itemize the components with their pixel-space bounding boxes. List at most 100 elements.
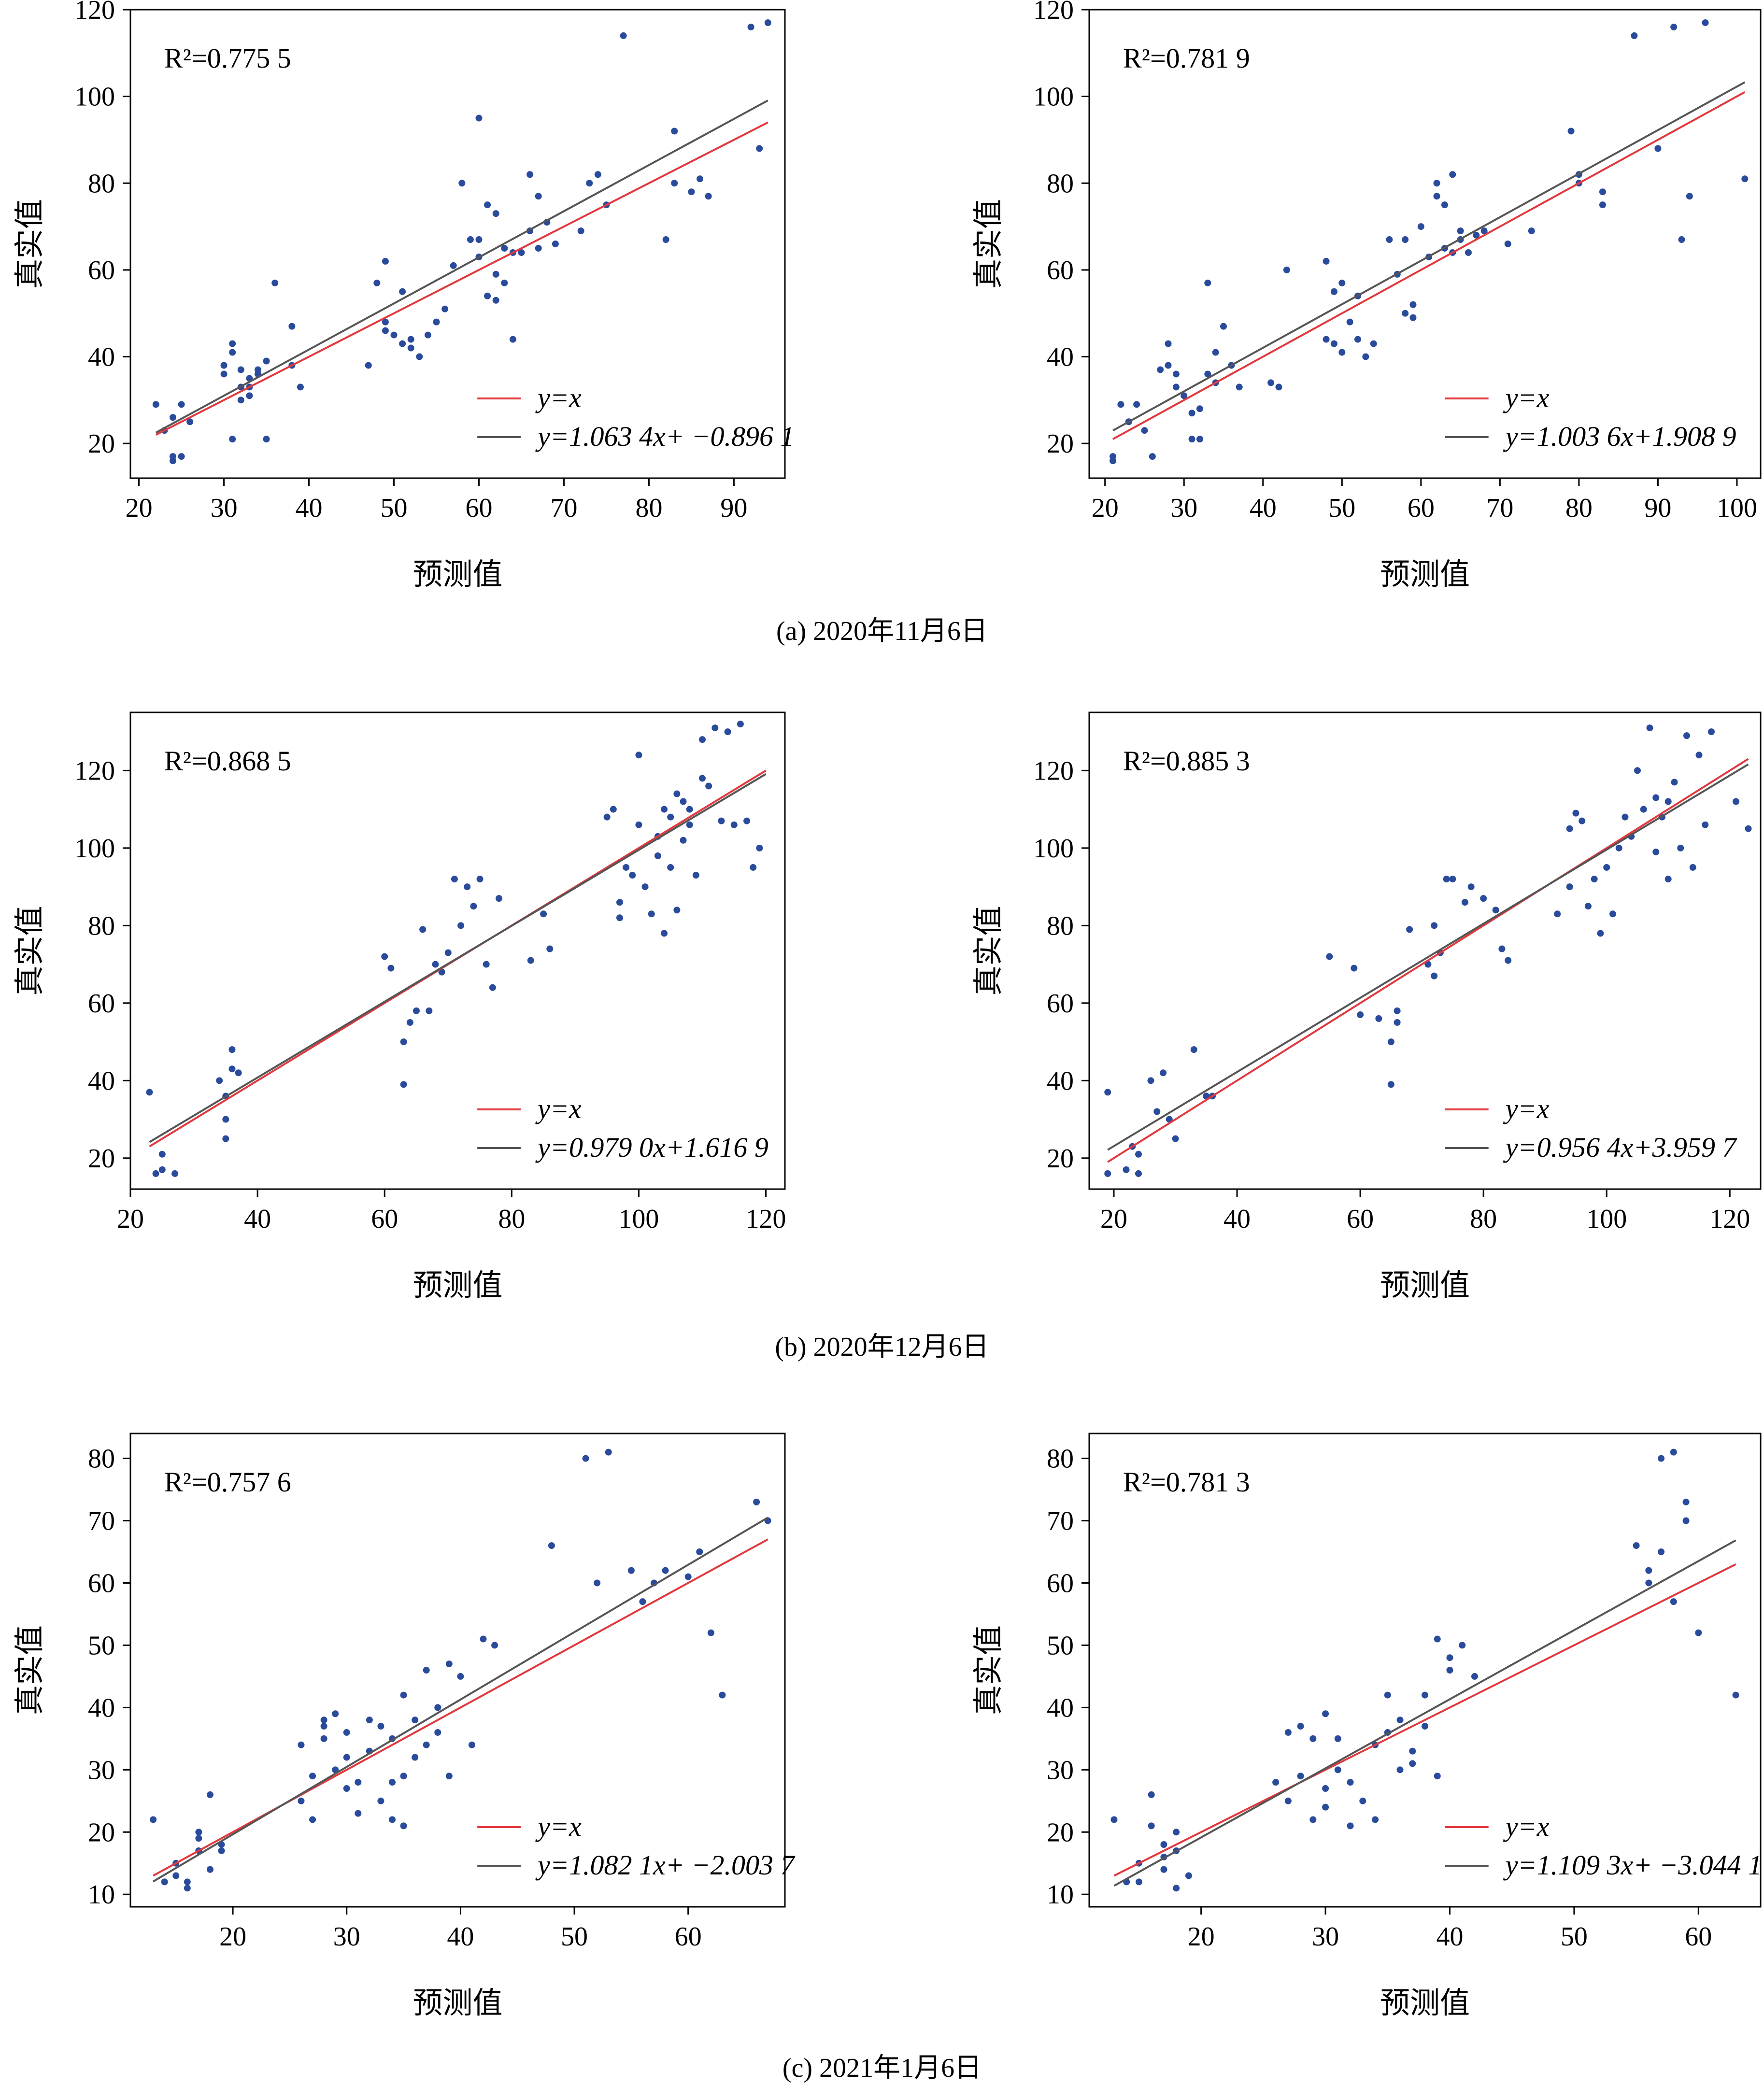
panel2-y-tick-label: 20 — [1047, 429, 1074, 459]
panel4-data-point — [1609, 910, 1616, 918]
panel1-y-tick-label: 80 — [88, 169, 115, 199]
panel4-data-point — [1572, 809, 1579, 817]
panel3-data-point — [743, 817, 751, 824]
panel2-data-point — [1599, 188, 1606, 196]
panel3-data-point — [496, 895, 503, 902]
panel5-data-point — [343, 1754, 350, 1761]
panel2-data-point — [1433, 180, 1440, 187]
panel2-data-point — [1409, 301, 1417, 308]
panel2-x-tick-label: 20 — [1092, 493, 1119, 523]
panel5-x-tick-label: 20 — [219, 1922, 246, 1952]
panel5-data-point — [355, 1779, 362, 1786]
panel3-data-point — [222, 1135, 229, 1142]
panel5-data-point — [627, 1567, 635, 1574]
panel3-data-point — [641, 883, 649, 891]
panel6-data-point — [1284, 1797, 1292, 1804]
panel3-plot-frame — [129, 711, 786, 1190]
panel6-data-point — [1434, 1773, 1441, 1780]
panel5-data-point — [696, 1548, 703, 1555]
panel1-y-tick-label: 120 — [74, 0, 115, 25]
panel6-data-point — [1682, 1517, 1690, 1524]
panel4-data-point — [1190, 1046, 1197, 1053]
panel5-data-point — [355, 1810, 362, 1817]
panel2-data-point — [1172, 383, 1180, 391]
panel6-data-point — [1297, 1773, 1304, 1780]
panel6-y-tick-label: 30 — [1047, 1755, 1074, 1785]
panel6-y-tick-label: 80 — [1047, 1444, 1074, 1474]
panel4-x-tick-label: 20 — [1100, 1204, 1127, 1234]
panel5-data-point — [161, 1878, 168, 1886]
panel4-y-axis-title: 真实值 — [970, 906, 1006, 995]
panel2-legend-fit-label: y=1.003 6x+1.908 9 — [1503, 421, 1736, 452]
panel3-data-point — [400, 1081, 407, 1088]
panel3-data-point — [413, 1007, 420, 1014]
panel5-data-point — [468, 1741, 475, 1748]
panel2-data-point — [1204, 370, 1211, 378]
panel6-r2-label: R²=0.781 3 — [1123, 1466, 1250, 1498]
panel5-data-point — [389, 1779, 396, 1786]
panel5: 20 30 40 50 60 10 20 30 40 50 60 70 80 预测值 真实值 R²=0.757… — [12, 1433, 796, 2020]
panel3-data-point — [616, 914, 623, 922]
panel6-data-point — [1670, 1598, 1677, 1605]
panel6-data-point — [1347, 1822, 1354, 1830]
panel3-data-point — [419, 926, 427, 933]
panel4-legend-identity-label: y=x — [1503, 1093, 1550, 1124]
panel1-x-tick-label: 60 — [465, 493, 492, 523]
panel1: 20 30 40 50 60 70 80 90 20 40 60 80 100 120 预测值 真实值 R²=0… — [12, 0, 795, 592]
panel1-data-point — [169, 457, 176, 465]
panel6-data-point — [1459, 1642, 1466, 1649]
panel4-data-point — [1579, 817, 1586, 824]
panel3-data-point — [222, 1116, 229, 1123]
panel1-data-point — [271, 279, 279, 286]
panel5-data-point — [719, 1691, 726, 1699]
panel5-data-point — [298, 1797, 305, 1804]
panel4-data-point — [1123, 1166, 1130, 1173]
panel6-data-point — [1384, 1691, 1391, 1699]
panel2-data-point — [1204, 279, 1211, 286]
panel3-data-point — [756, 844, 763, 851]
panel6-data-point — [1322, 1803, 1329, 1811]
panel6-data-point — [1695, 1629, 1702, 1636]
panel2-data-point — [1599, 201, 1606, 209]
panel1-y-tick-label: 60 — [88, 255, 115, 285]
panel4-data-point — [1584, 903, 1592, 910]
panel6-data-point — [1658, 1455, 1665, 1462]
panel5-data-point — [172, 1872, 180, 1879]
panel5-x-tick-label: 50 — [561, 1922, 588, 1952]
panel2-x-tick-label: 100 — [1717, 493, 1757, 523]
panel6-data-point — [1422, 1723, 1428, 1730]
panel6-data-point — [1682, 1498, 1690, 1505]
panel4-data-point — [1689, 864, 1696, 871]
panel2-x-tick-label: 50 — [1328, 493, 1355, 523]
panel5-data-point — [412, 1717, 419, 1724]
panel4-data-point — [1707, 728, 1715, 736]
panel6-data-point — [1658, 1548, 1665, 1555]
panel3-data-point — [400, 1038, 407, 1046]
panel3-data-point — [673, 907, 681, 914]
panel6-data-point — [1422, 1691, 1428, 1699]
panel1-data-point — [433, 318, 440, 326]
panel2-data-point — [1504, 241, 1511, 247]
panel3-data-point — [426, 1007, 433, 1014]
panel2-data-point — [1402, 310, 1409, 317]
panel1-data-point — [254, 366, 261, 373]
panel3-data-point — [457, 922, 465, 929]
caption-a: (a) 2020年11月6日 — [776, 616, 988, 646]
panel6-data-point — [1160, 1841, 1167, 1848]
panel2-data-point — [1172, 370, 1180, 378]
panel1-y-tick-label: 40 — [88, 342, 115, 372]
panel4-data-point — [1745, 825, 1752, 832]
panel6-data-point — [1148, 1822, 1155, 1830]
panel6-data-point — [1633, 1542, 1640, 1549]
panel2-data-point — [1165, 362, 1172, 369]
panel3-x-tick-label: 120 — [746, 1204, 786, 1234]
panel5-y-tick-label: 30 — [88, 1755, 115, 1785]
panel2-data-point — [1449, 171, 1456, 178]
panel3-data-point — [623, 864, 630, 871]
panel3-legend-identity-label: y=x — [535, 1093, 582, 1124]
panel2-r2-label: R²=0.781 9 — [1123, 43, 1250, 74]
panel5-data-point — [662, 1567, 669, 1574]
panel1-data-point — [594, 171, 601, 178]
panel1-data-point — [577, 227, 584, 235]
panel2-data-point — [1212, 349, 1219, 356]
